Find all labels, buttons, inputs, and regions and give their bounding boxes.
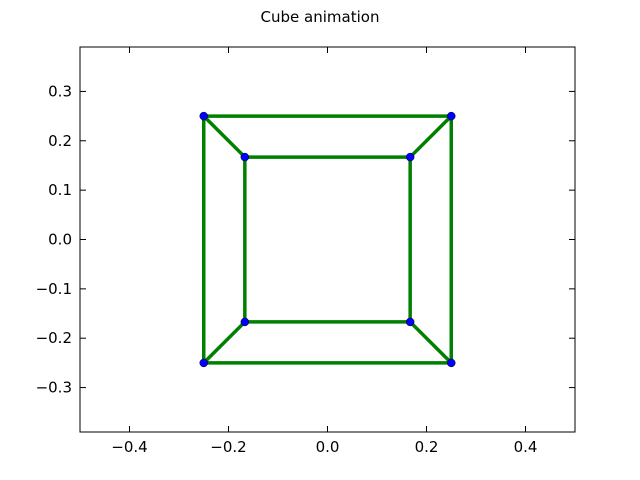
cube-edge-11 <box>202 320 247 365</box>
x-tick-label-0: −0.4 <box>111 438 147 456</box>
y-tick-label-0: 0.3 <box>48 82 72 100</box>
x-tick-label-1: −0.2 <box>210 438 246 456</box>
cube-vertex-4 <box>240 152 250 162</box>
x-tick-label-4: 0.4 <box>514 438 538 456</box>
cube-vertex-3 <box>199 358 208 368</box>
cube-edge-10 <box>408 320 453 365</box>
edges-layer <box>202 114 453 365</box>
y-tick-label-3: 0.0 <box>48 231 72 249</box>
y-tick-label-5: −0.2 <box>36 329 72 347</box>
y-tick-label-2: 0.1 <box>48 181 72 199</box>
plot-area <box>80 47 575 432</box>
plot-frame <box>79 46 576 433</box>
cube-edge-9 <box>408 114 453 159</box>
vertices-layer <box>199 111 456 368</box>
chart-title: Cube animation <box>261 8 380 26</box>
ticks-layer: −0.4 −0.2 0.0 0.2 0.4 0.3 0.2 0.1 0.0 −0.1 −0.2 −0.… <box>36 47 575 456</box>
y-tick-label-1: 0.2 <box>48 132 72 150</box>
y-tick-label-4: −0.1 <box>36 280 72 298</box>
cube-vertex-7 <box>240 317 250 327</box>
cube-vertex-0 <box>199 111 208 121</box>
x-tick-label-2: 0.0 <box>316 438 340 456</box>
y-tick-label-6: −0.3 <box>36 379 72 397</box>
cube-edge-8 <box>202 114 247 159</box>
x-tick-label-3: 0.2 <box>415 438 439 456</box>
cube-vertex-5 <box>405 152 415 162</box>
cube-vertex-6 <box>405 317 415 327</box>
cube-vertex-1 <box>447 111 456 121</box>
cube-vertex-2 <box>447 358 456 368</box>
